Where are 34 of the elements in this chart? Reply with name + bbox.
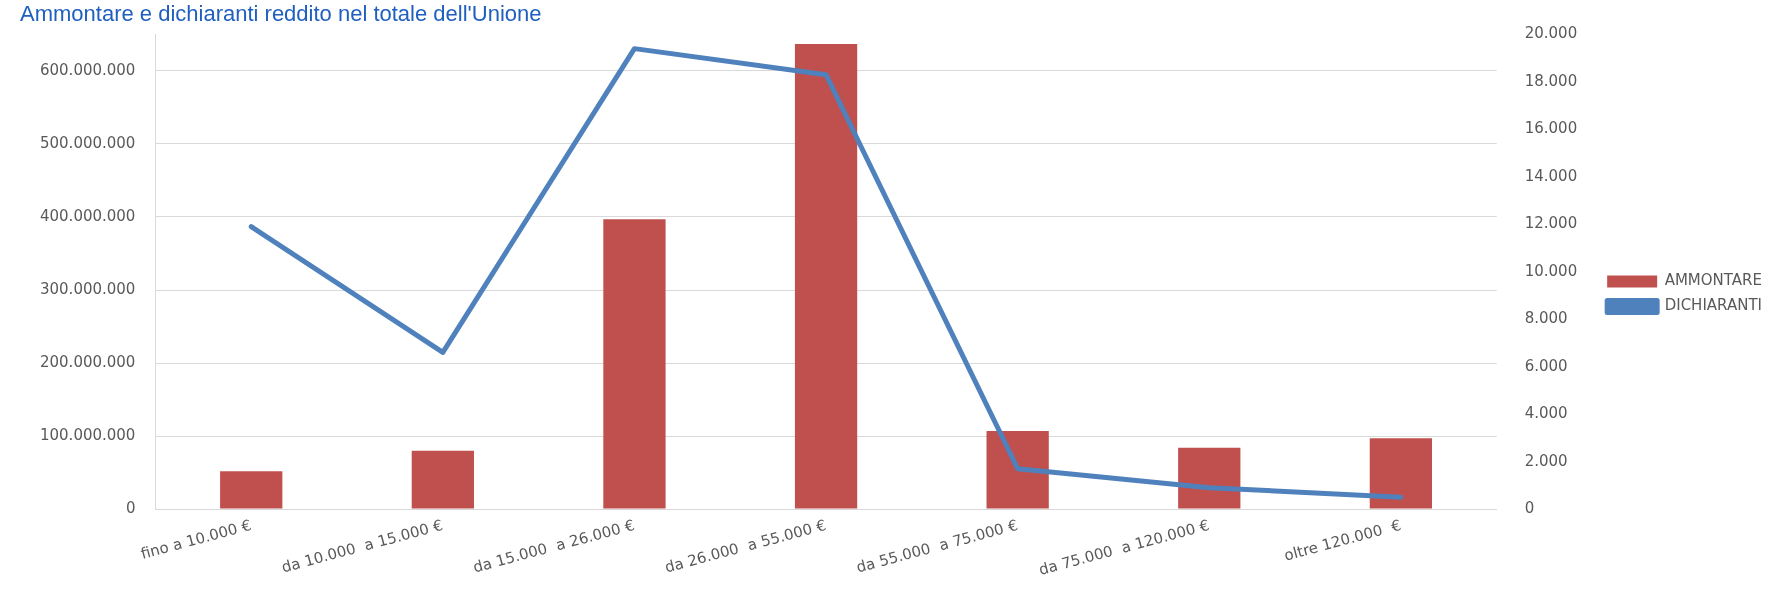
bar: [603, 219, 666, 509]
bar: [1178, 447, 1241, 509]
chart-title: Ammontare e dichiaranti reddito nel totale dell'Unione: [20, 1, 542, 27]
legend-label: DICHIARANTI: [1664, 296, 1762, 315]
x-tick-label: da 15.000 a 26.000 €: [471, 516, 637, 577]
legend-label: AMMONTARE: [1664, 271, 1763, 290]
x-tick-label: fino a 10.000 €: [138, 516, 254, 563]
y-tick-label: 500.000.000: [39, 133, 136, 152]
y-tick-label: 0: [125, 499, 136, 517]
y-tick-label: 200.000.000: [39, 352, 136, 371]
y2-tick-label: 18.000: [1524, 71, 1578, 90]
y-tick-label: 400.000.000: [39, 206, 136, 225]
y2-tick-label: 4.000: [1524, 404, 1568, 423]
x-tick-label: da 26.000 a 55.000 €: [662, 516, 829, 577]
bar: [411, 450, 474, 509]
bar: [986, 430, 1049, 509]
y2-tick-label: 14.000: [1524, 166, 1578, 185]
y2-tick-label: 6.000: [1524, 356, 1568, 375]
x-tick-label: oltre 120.000 €: [1282, 516, 1403, 565]
bar: [1369, 438, 1433, 509]
y2-tick-label: 20.000: [1524, 24, 1578, 43]
y-tick-label: 300.000.000: [39, 279, 136, 298]
bar: [794, 43, 858, 509]
y2-tick-label: 8.000: [1524, 309, 1568, 328]
y2-tick-label: 2.000: [1524, 451, 1568, 470]
y2-tick-label: 16.000: [1524, 119, 1578, 138]
y2-tick-label: 10.000: [1524, 261, 1578, 280]
y2-tick-label: 0: [1524, 499, 1535, 517]
y-tick-label: 100.000.000: [39, 425, 136, 444]
bar: [220, 471, 283, 509]
x-tick-label: da 10.000 a 15.000 €: [279, 516, 445, 577]
y-tick-label: 600.000.000: [39, 60, 136, 79]
y2-tick-label: 12.000: [1524, 214, 1578, 233]
x-tick-label: da 55.000 a 75.000 €: [854, 516, 1020, 577]
